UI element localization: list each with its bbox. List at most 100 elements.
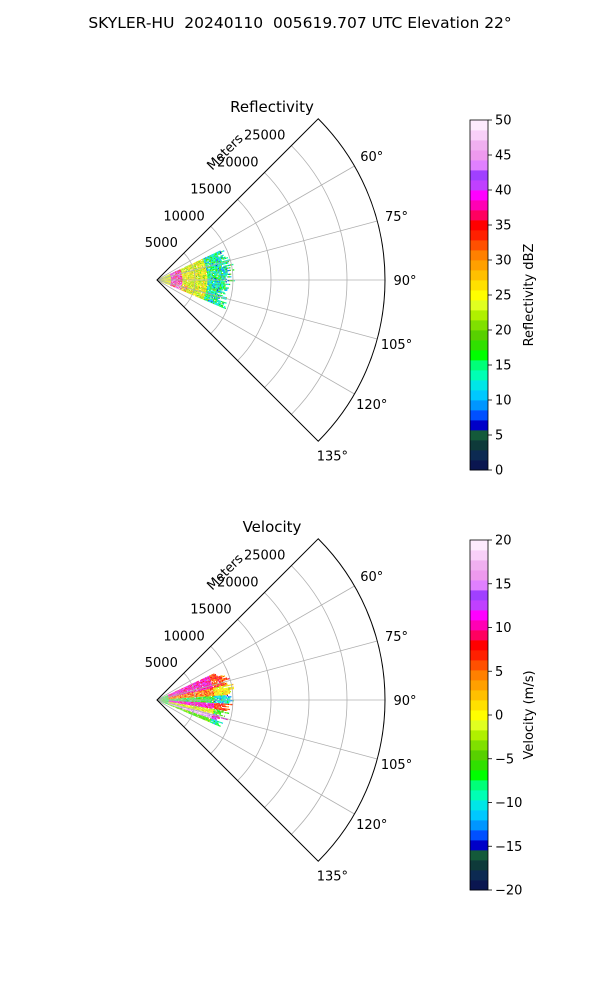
data-cell <box>198 266 200 268</box>
data-cell <box>220 285 223 287</box>
data-cell <box>197 280 199 282</box>
data-cell <box>205 281 207 283</box>
data-cell <box>174 286 176 288</box>
data-cell <box>219 695 222 697</box>
data-cell <box>190 278 192 279</box>
data-cell <box>220 304 223 307</box>
data-cell <box>173 286 175 287</box>
data-cell <box>215 690 218 692</box>
data-cell <box>219 684 221 686</box>
data-cell <box>210 274 212 276</box>
data-cell <box>182 285 185 287</box>
data-cell <box>225 693 227 696</box>
data-cell <box>199 704 201 706</box>
data-cell <box>181 281 183 282</box>
data-cell <box>185 291 187 293</box>
data-cell <box>196 284 199 286</box>
data-cell <box>218 283 220 285</box>
data-cell <box>216 251 218 254</box>
data-cell <box>218 253 220 256</box>
data-cell <box>218 297 220 300</box>
data-cell <box>184 290 187 292</box>
data-cell <box>198 288 200 290</box>
data-cell <box>219 301 221 304</box>
data-cell <box>216 703 218 705</box>
data-cell <box>184 693 186 695</box>
data-cell <box>191 271 194 273</box>
data-cell <box>206 691 209 693</box>
data-cell <box>203 703 206 705</box>
data-cell <box>201 294 203 296</box>
data-cell <box>215 292 217 294</box>
data-cell <box>188 285 190 287</box>
data-cell <box>195 693 197 694</box>
data-cell <box>200 288 203 290</box>
data-cell <box>206 684 208 686</box>
data-cell <box>165 283 168 284</box>
data-cell <box>227 702 230 704</box>
data-cell <box>192 698 194 700</box>
data-cell <box>225 271 227 273</box>
data-cell <box>164 276 166 278</box>
data-cell <box>190 696 192 698</box>
data-cell <box>203 268 206 270</box>
data-cell <box>221 256 224 258</box>
data-cell <box>220 274 223 276</box>
data-cell <box>205 289 207 291</box>
data-cell <box>188 689 191 691</box>
data-cell <box>226 270 228 272</box>
data-cell <box>194 684 196 686</box>
data-cell <box>212 262 215 264</box>
data-cell <box>205 261 207 264</box>
data-cell <box>190 275 192 277</box>
data-cell <box>192 701 194 703</box>
data-cell <box>177 694 179 696</box>
data-cell <box>177 277 179 278</box>
data-cell <box>184 701 186 703</box>
data-cell <box>181 694 184 696</box>
data-cell <box>229 684 232 686</box>
data-cell <box>190 695 192 697</box>
data-cell <box>187 282 190 284</box>
data-cell <box>225 682 228 685</box>
data-cell <box>197 683 199 685</box>
data-cell <box>179 270 181 272</box>
data-cell <box>224 281 226 283</box>
data-cell <box>177 692 180 694</box>
data-cell <box>223 679 226 681</box>
data-cell <box>205 286 208 288</box>
data-cell <box>222 695 224 697</box>
data-cell <box>194 683 196 685</box>
data-cell <box>198 695 200 697</box>
data-cell <box>198 270 200 272</box>
data-cell <box>183 688 186 690</box>
data-cell <box>167 696 169 697</box>
data-cell <box>217 287 219 289</box>
data-cell <box>204 694 207 696</box>
data-cell <box>195 288 197 290</box>
data-cell <box>180 688 182 690</box>
data-cell <box>219 275 222 277</box>
data-cell <box>182 689 185 691</box>
data-cell <box>179 692 181 694</box>
data-cell <box>178 696 180 697</box>
data-cell <box>186 286 188 288</box>
data-cell <box>181 689 183 691</box>
data-cell <box>165 696 167 697</box>
data-cell <box>215 696 217 698</box>
data-cell <box>193 683 196 685</box>
data-cell <box>161 277 163 279</box>
data-cell <box>187 283 190 284</box>
data-cell <box>189 286 191 288</box>
data-cell <box>200 296 203 299</box>
data-cell <box>187 266 190 268</box>
data-cell <box>175 275 177 276</box>
data-cell <box>178 287 180 289</box>
data-cell <box>214 302 216 304</box>
data-cell <box>198 262 200 264</box>
data-cell <box>172 285 174 286</box>
data-cell <box>220 287 222 290</box>
data-cell <box>198 684 200 686</box>
data-cell <box>194 290 196 292</box>
data-cell <box>202 280 205 282</box>
